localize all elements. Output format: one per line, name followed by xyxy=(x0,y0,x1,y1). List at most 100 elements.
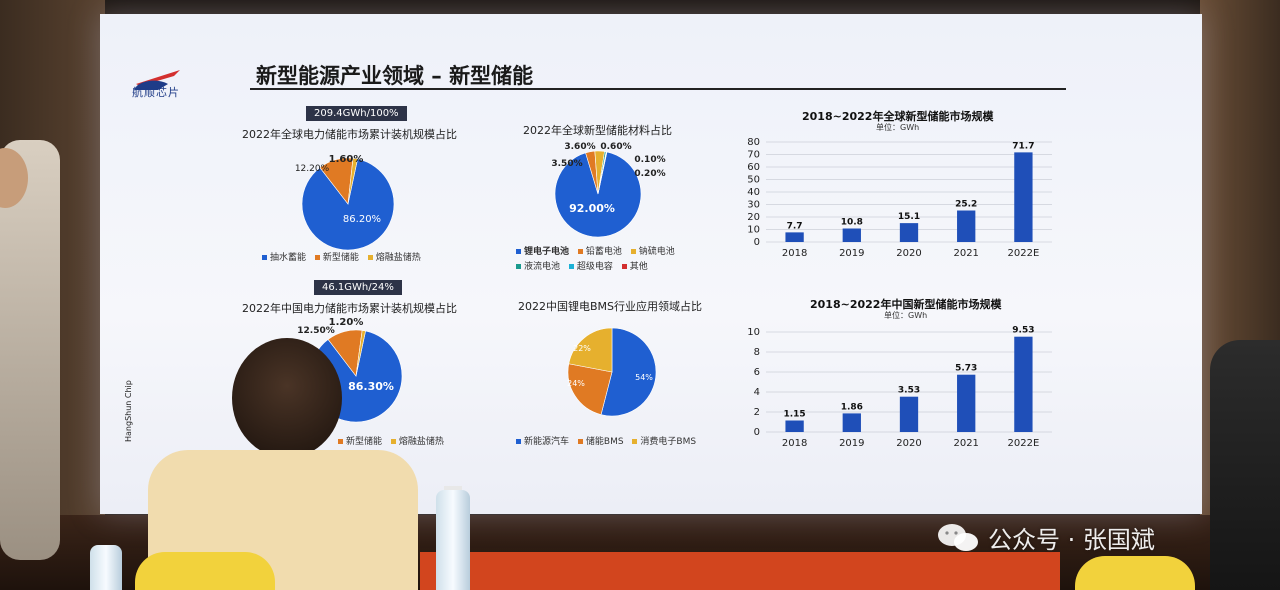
chart6-value-label-4: 9.53 xyxy=(1012,326,1034,336)
chart3-ytick-1: 10 xyxy=(747,225,760,236)
chart3-bar-1 xyxy=(842,228,861,242)
chart2-label-5: 0.20% xyxy=(634,169,665,179)
chart6-title: 2018~2022年中国新型储能市场规模 xyxy=(810,298,1002,311)
chart3-value-label-4: 71.7 xyxy=(1012,141,1034,151)
chart3-value-label-0: 7.7 xyxy=(787,221,803,231)
chart3-unit: 单位：GWh xyxy=(876,123,920,132)
chart6-xtick-3: 2021 xyxy=(953,438,978,449)
chart6-xtick-0: 2018 xyxy=(782,438,807,449)
audience-head xyxy=(232,338,342,458)
chart3-xtick-3: 2021 xyxy=(953,248,978,259)
chart3-ytick-3: 30 xyxy=(747,200,760,211)
chart4-tag: 46.1GWh/24% xyxy=(314,280,402,295)
presenter-body xyxy=(0,140,60,560)
chart3-ytick-7: 70 xyxy=(747,150,760,161)
chart6-bar: 0 2 4 6 8 10 1.15 2018 1.86 2019 3.53 2020 5.73 2021 9… xyxy=(747,326,1052,449)
chart3-xtick-1: 2019 xyxy=(839,248,864,259)
chart6-ytick-5: 10 xyxy=(747,327,760,338)
chart3-ytick-6: 60 xyxy=(747,162,760,173)
chart2-legend-3: 液流电池 xyxy=(524,262,561,272)
chart2-title: 2022年全球新型储能材料占比 xyxy=(523,124,672,137)
chart4-slice-2 xyxy=(355,330,366,377)
water-bottle-2 xyxy=(90,545,122,590)
chart2-label-3: 0.60% xyxy=(600,142,631,152)
chart5-legend-0: 新能源汽车 xyxy=(524,437,570,447)
chart6-value-label-2: 3.53 xyxy=(898,386,920,396)
chart3-bar-0 xyxy=(785,232,804,242)
chart1-legend-1: 新型储能 xyxy=(322,253,359,263)
chart2-legend-1: 铅蓄电池 xyxy=(585,247,622,257)
chart5-legend-2: 消费电子BMS xyxy=(640,437,697,447)
chart3-xtick-2: 2020 xyxy=(896,248,921,259)
chart2-legend-5: 其他 xyxy=(629,262,648,272)
chart5-slice-0 xyxy=(600,327,657,417)
chart2-legend-row1: 锂电子电池 铅蓄电池 钠硫电池 xyxy=(510,244,675,257)
chart5-slice-1 xyxy=(567,363,613,415)
chart6-value-label-0: 1.15 xyxy=(783,410,805,420)
logo-icon xyxy=(134,70,180,90)
chart5-legend: 新能源汽车 储能BMS 消费电子BMS xyxy=(510,434,696,447)
chart3-xtick-0: 2018 xyxy=(782,248,807,259)
chart2-label-2: 3.60% xyxy=(564,142,595,152)
chart1-legend-2: 熔融盐储热 xyxy=(375,253,421,263)
chart6-ytick-4: 8 xyxy=(754,347,760,358)
chart1-legend: 抽水蓄能 新型储能 熔融盐储热 xyxy=(256,250,421,263)
chart6-bar-0 xyxy=(785,420,804,432)
side-brand: HangShun Chip xyxy=(124,380,133,442)
wechat-icon xyxy=(938,524,978,551)
chart2-legend-row2: 液流电池 超级电容 其他 xyxy=(510,259,648,272)
chart1-label-0: 86.20% xyxy=(343,214,381,225)
side-brand-line1: HangShun xyxy=(124,400,133,442)
chart4-legend: 新型储能 熔融盐储热 xyxy=(332,434,444,447)
chart2-legend-2: 钠硫电池 xyxy=(638,247,675,257)
chart6-value-label-3: 5.73 xyxy=(955,364,977,374)
chart6-unit: 单位：GWh xyxy=(884,311,928,320)
chart5-pie: 54% 24% 22% xyxy=(567,327,657,417)
chart2-label-4: 0.10% xyxy=(634,155,665,165)
chart5-label-1: 24% xyxy=(567,379,585,388)
chart1-label-2: 1.60% xyxy=(329,154,364,165)
chart6-ytick-0: 0 xyxy=(754,427,760,438)
chart1-legend-0: 抽水蓄能 xyxy=(270,253,307,263)
chart3-title: 2018~2022年全球新型储能市场规模 xyxy=(802,110,994,123)
stage-red-banner xyxy=(420,552,1060,590)
chart1-pie: 86.20% 12.20%1.60% xyxy=(295,154,395,251)
chart1-tag: 209.4GWh/100% xyxy=(306,106,407,121)
slide-title: 新型能源产业领域 – 新型储能 xyxy=(256,64,534,88)
chart3-xtick-4: 2022E xyxy=(1008,248,1040,259)
chart6-ytick-1: 2 xyxy=(754,407,760,418)
chart6-bar-2 xyxy=(899,396,919,432)
chart5-legend-1: 储能BMS xyxy=(585,437,624,447)
chart5-label-0: 54% xyxy=(635,373,653,382)
chart2-pie: 92.00% 3.50% 3.60% 0.60%0.10% 0.20% xyxy=(551,142,666,238)
chart4-label-2: 1.20% xyxy=(329,317,364,328)
chart5-slice-2 xyxy=(568,327,613,373)
logo-text: 航顺芯片 xyxy=(132,86,180,99)
chart3-bar-4 xyxy=(1014,152,1033,242)
side-brand-line2: Chip xyxy=(124,380,133,399)
chair-right xyxy=(1075,556,1195,590)
chart2-slice-0 xyxy=(554,151,642,238)
chart6-xtick-4: 2022E xyxy=(1008,438,1040,449)
watermark-text: 公众号 · 张国斌 xyxy=(988,526,1155,554)
chart3-value-label-2: 15.1 xyxy=(898,212,920,222)
chart1-label-1: 12.20% xyxy=(295,164,330,174)
chart6-value-label-1: 1.86 xyxy=(841,402,863,412)
chart6-ytick-2: 4 xyxy=(754,387,760,398)
water-bottle xyxy=(436,490,470,590)
chart2-slice-5 xyxy=(597,151,608,195)
chart2-legend-4: 超级电容 xyxy=(576,262,613,272)
chart5-title: 2022中国锂电BMS行业应用领域占比 xyxy=(518,300,703,313)
chart6-xtick-1: 2019 xyxy=(839,438,864,449)
chart6-bar-4 xyxy=(1014,336,1033,432)
chart3-value-label-3: 25.2 xyxy=(955,200,977,210)
chart6-bar-1 xyxy=(842,413,861,432)
chart4-label-1: 12.50% xyxy=(297,326,335,336)
chart4-legend-1: 熔融盐储热 xyxy=(398,437,444,447)
chart1-slice-2 xyxy=(347,157,358,205)
chart4-label-0: 86.30% xyxy=(348,380,394,393)
chart4-title: 2022年中国电力储能市场累计装机规模占比 xyxy=(242,302,457,315)
chart2-label-1: 3.50% xyxy=(551,159,582,169)
title-rule xyxy=(250,88,1066,90)
